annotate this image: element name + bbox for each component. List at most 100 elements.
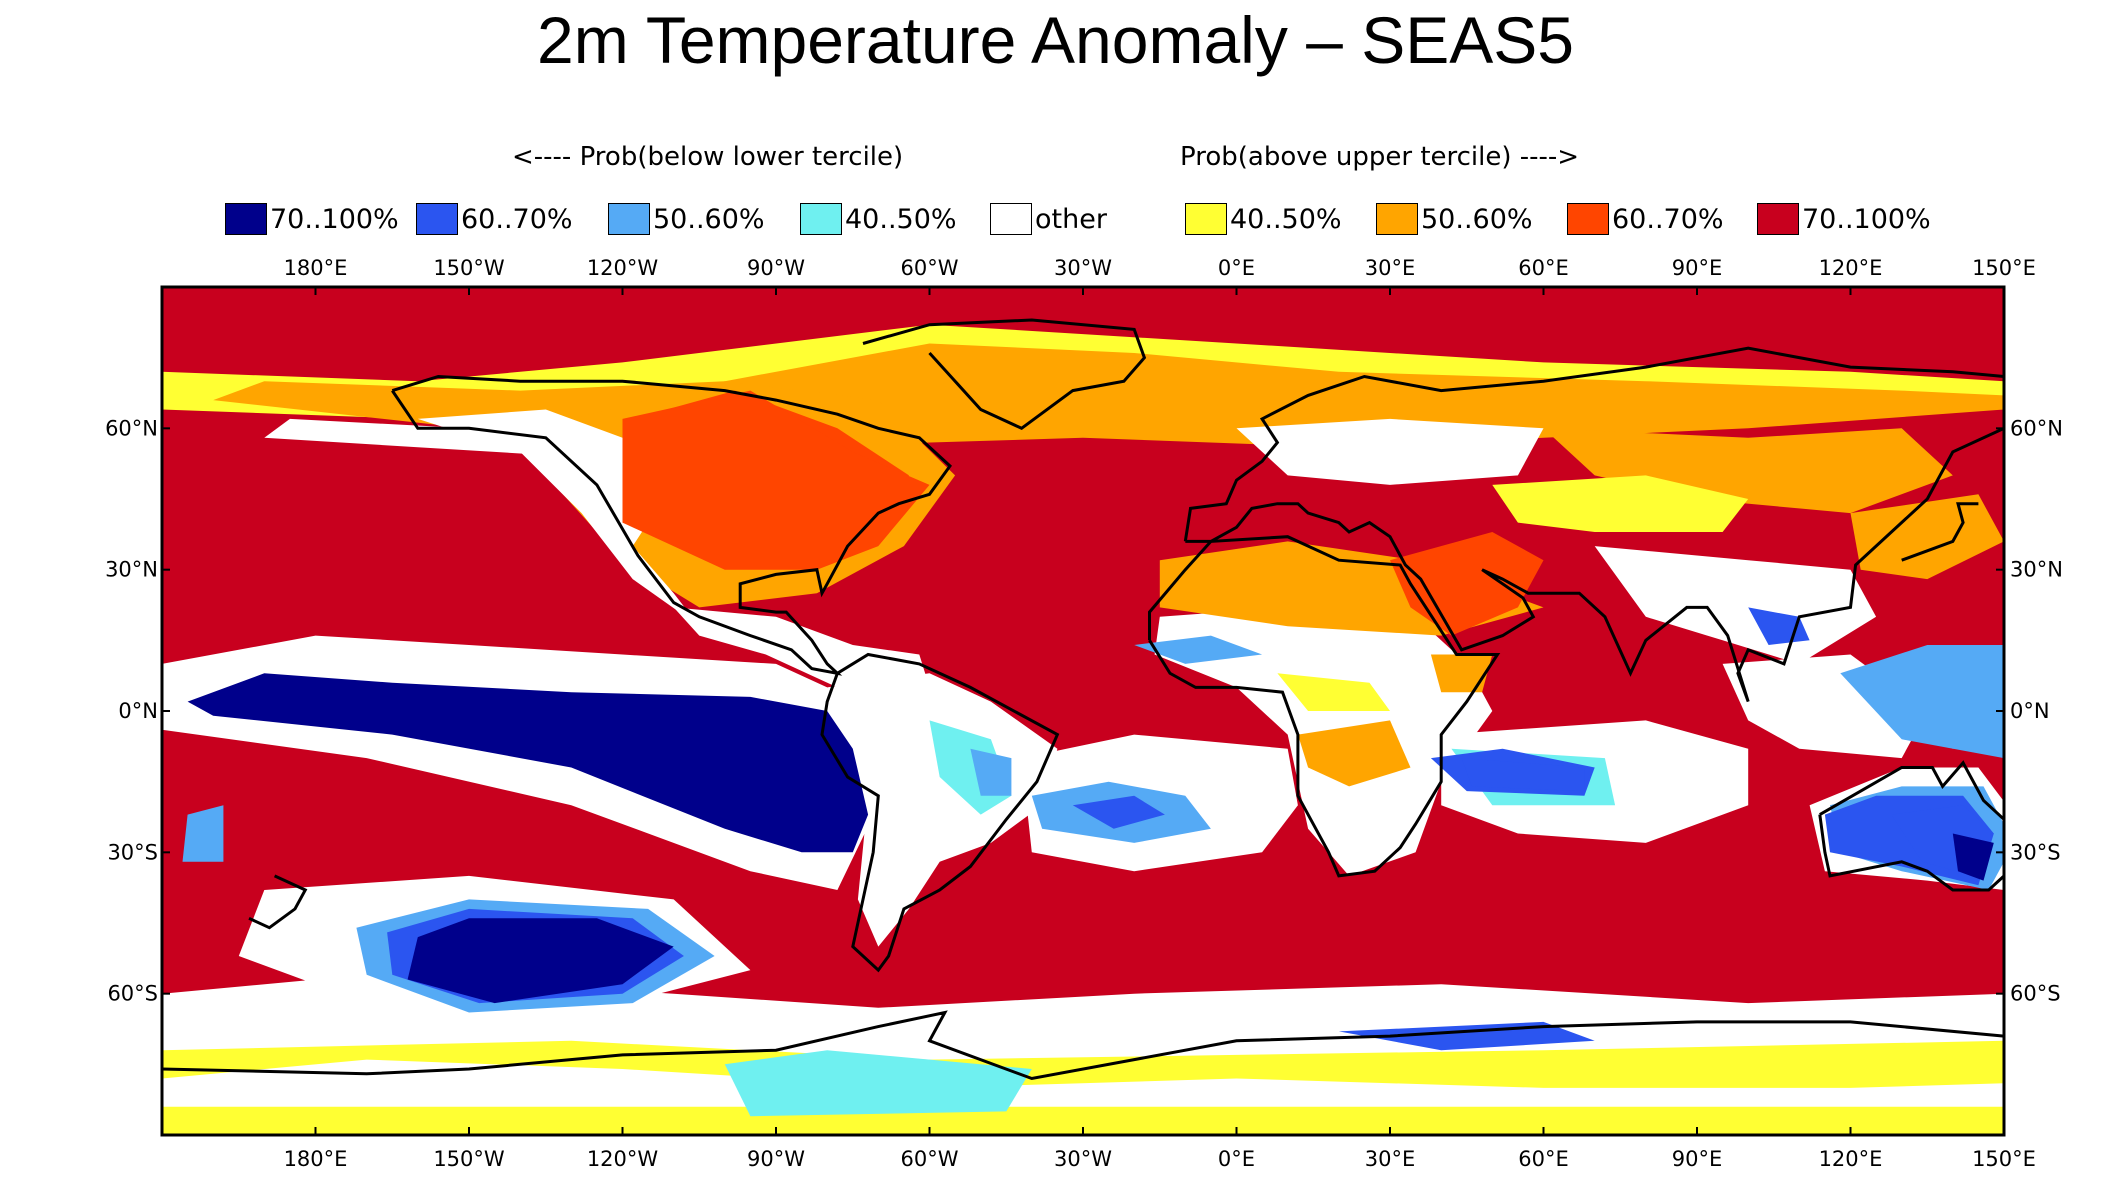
lon-tick-label-bottom: 0°E — [1218, 1147, 1255, 1171]
lat-tick-label-right: 30°N — [2010, 558, 2063, 582]
lon-tick-label-top: 60°E — [1518, 256, 1569, 280]
lon-tick-label-bottom: 60°W — [901, 1147, 959, 1171]
legend-swatch — [608, 203, 650, 235]
west-pacific-lightblue — [1840, 645, 2004, 759]
legend-item: 70..100% — [1757, 201, 1931, 237]
coast-australia — [1818, 760, 2004, 892]
brazil-blue — [970, 748, 1012, 796]
legend-item: 70..100% — [225, 201, 399, 237]
australia-deep-blue — [1952, 833, 1994, 881]
coastlines — [162, 318, 2004, 1081]
coast-africa — [1148, 535, 1501, 878]
lat-tick-label-left: 30°S — [107, 840, 158, 864]
north-america-orange — [622, 390, 930, 570]
pacific-enso-cold-tongue — [187, 673, 869, 853]
europe-white — [1236, 418, 1544, 485]
legend-item: 50..60% — [1376, 201, 1533, 237]
lon-tick-label-top: 120°W — [587, 256, 659, 280]
legend-swatch — [990, 203, 1032, 235]
lat-tick-label-right: 60°N — [2010, 416, 2063, 440]
lat-tick-label-right: 0°N — [2010, 699, 2050, 723]
chart-title: 2m Temperature Anomaly – SEAS5 — [537, 3, 1574, 77]
lat-tick-label-left: 60°S — [107, 982, 158, 1006]
lon-tick-label-top: 120°E — [1819, 256, 1883, 280]
lon-tick-label-top: 180°E — [284, 256, 348, 280]
lat-tick-label-right: 60°S — [2010, 982, 2061, 1006]
legend-label: 50..60% — [1421, 203, 1533, 235]
legend-item: other — [990, 201, 1107, 237]
lon-tick-label-top: 150°W — [433, 256, 505, 280]
lon-tick-label-top: 150°E — [1972, 256, 2036, 280]
legend-label: 50..60% — [653, 203, 765, 235]
lon-tick-label-top: 30°W — [1054, 256, 1112, 280]
lon-tick-label-bottom: 120°E — [1819, 1147, 1883, 1171]
west-africa-blue — [1134, 635, 1263, 664]
coast-japan — [1901, 502, 1979, 562]
antarctic-white-south — [162, 1059, 2004, 1107]
lat-tick-label-left: 60°N — [105, 416, 158, 440]
coast-south-america — [820, 652, 1060, 973]
lon-tick-label-top: 60°W — [901, 256, 959, 280]
siberia-orange — [1543, 428, 1953, 514]
central-america-white — [673, 607, 930, 688]
legend-label: other — [1035, 203, 1107, 235]
lon-tick-label-bottom: 30°W — [1054, 1147, 1112, 1171]
lon-tick-label-bottom: 90°W — [747, 1147, 805, 1171]
legend-swatch — [225, 203, 267, 235]
legend-label: 40..50% — [1230, 203, 1342, 235]
legend-label: 40..50% — [845, 203, 957, 235]
africa-yellow-edge — [1277, 673, 1390, 711]
lon-tick-label-bottom: 180°E — [284, 1147, 348, 1171]
lon-tick-label-top: 90°E — [1672, 256, 1723, 280]
lat-tick-label-left: 0°N — [118, 699, 158, 723]
coast-eurasia — [1183, 346, 2004, 703]
legend-swatch — [1376, 203, 1418, 235]
east-pacific-lightblue — [182, 805, 224, 862]
coast-north-america — [391, 374, 952, 676]
lon-tick-label-bottom: 90°E — [1672, 1147, 1723, 1171]
central-asia-yellow — [1492, 475, 1749, 532]
legend-label: 60..70% — [461, 203, 573, 235]
south-atlantic-deep-blue — [1072, 795, 1165, 829]
coast-greenland — [862, 318, 1147, 431]
antarctic-cyan — [724, 1050, 1032, 1117]
lon-tick-label-bottom: 60°E — [1518, 1147, 1569, 1171]
legend-below-header: <---- Prob(below lower tercile) — [512, 142, 904, 172]
japan-orange — [1850, 494, 2004, 580]
legend-swatch — [1185, 203, 1227, 235]
lon-tick-label-top: 90°W — [747, 256, 805, 280]
indian-ocean-blue — [1461, 758, 1585, 792]
legend-item: 50..60% — [608, 201, 765, 237]
legend-item: 40..50% — [1185, 201, 1342, 237]
legend-item: 60..70% — [1567, 201, 1724, 237]
legend-swatch — [416, 203, 458, 235]
legend-swatch — [1757, 203, 1799, 235]
lon-tick-label-top: 0°E — [1218, 256, 1255, 280]
lon-tick-label-bottom: 30°E — [1365, 1147, 1416, 1171]
legend-item: 60..70% — [416, 201, 573, 237]
map-axes: 180°E 180°E 150°W 150°W 120°W 120°W 90°W 90°W 60… — [105, 256, 2063, 1171]
africa-horn-orange — [1430, 654, 1493, 693]
south-pacific-cold — [407, 918, 674, 1004]
lon-tick-label-bottom: 120°W — [587, 1147, 659, 1171]
coast-antarctica — [162, 1010, 2004, 1081]
legend-item: 40..50% — [800, 201, 957, 237]
south-america-white — [827, 673, 1058, 947]
africa-orange-interior — [1297, 720, 1411, 787]
map-panel — [162, 287, 2004, 1135]
southern-blue — [1338, 1021, 1595, 1051]
legend-label: 70..100% — [1802, 203, 1931, 235]
lon-tick-label-bottom: 150°W — [433, 1147, 505, 1171]
coast-new-zealand — [248, 874, 308, 930]
north-pacific-white — [264, 418, 572, 457]
legend-swatch — [800, 203, 842, 235]
lat-tick-label-left: 30°N — [105, 558, 158, 582]
legend: 70..100% 60..70% 50..60% 40..50% other 40..50… — [0, 201, 2111, 237]
legend-label: 70..100% — [270, 203, 399, 235]
lon-tick-label-bottom: 150°E — [1972, 1147, 2036, 1171]
legend-swatch — [1567, 203, 1609, 235]
lat-tick-label-right: 30°S — [2010, 840, 2061, 864]
legend-label: 60..70% — [1612, 203, 1724, 235]
lon-tick-label-top: 30°E — [1365, 256, 1416, 280]
